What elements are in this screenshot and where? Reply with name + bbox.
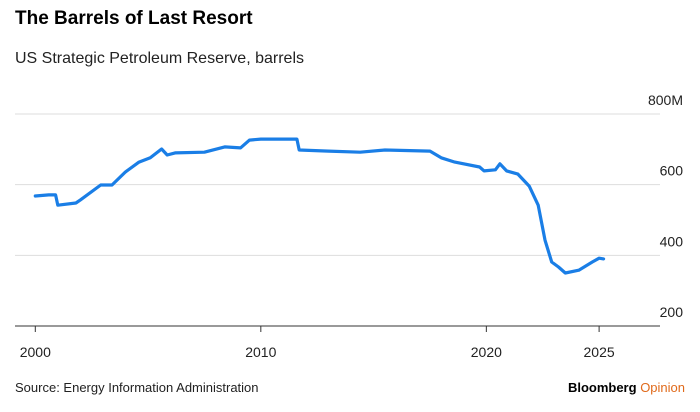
brand-suffix: Opinion [640, 380, 685, 395]
y-tick-label: 200 [660, 304, 684, 320]
brand: Bloomberg Opinion [568, 380, 685, 395]
brand-name: Bloomberg [568, 380, 637, 395]
chart-subtitle: US Strategic Petroleum Reserve, barrels [15, 50, 304, 67]
data-line [33, 137, 606, 275]
y-tick-label: 600 [660, 163, 684, 179]
x-tick-label: 2025 [584, 344, 615, 360]
x-tick-label: 2020 [471, 344, 502, 360]
x-tick-label: 2010 [245, 344, 276, 360]
chart-title: The Barrels of Last Resort [15, 8, 253, 29]
x-tick-label: 2000 [20, 344, 51, 360]
source: Source: Energy Information Administratio… [15, 380, 259, 395]
y-tick-label: 400 [660, 233, 684, 249]
y-tick-label: 800M [648, 92, 683, 108]
